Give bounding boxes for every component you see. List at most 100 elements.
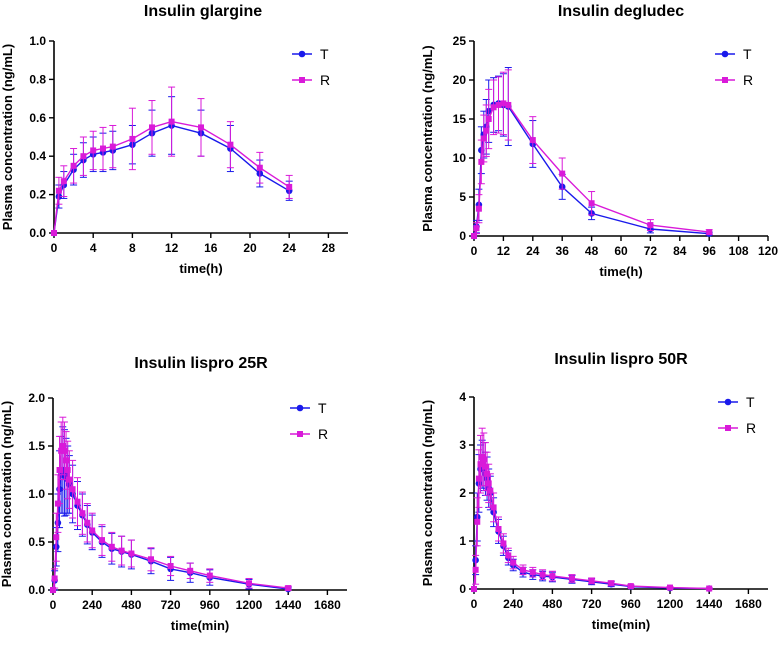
legend-marker-T (298, 50, 306, 58)
legend-label-T: T (318, 400, 327, 416)
data-point-R (505, 552, 512, 559)
x-tick-label: 120 (758, 244, 778, 258)
x-tick-label: 96 (703, 244, 717, 258)
y-tick-label: 4 (459, 390, 466, 404)
data-point-R (706, 229, 713, 236)
data-point-R (61, 447, 68, 454)
series-R (50, 416, 292, 593)
y-tick-label: 5 (459, 190, 466, 204)
data-point-R (50, 587, 56, 593)
x-tick-label: 720 (161, 598, 181, 612)
data-point-R (58, 447, 65, 454)
data-point-R (128, 550, 135, 557)
x-tick-label: 1200 (236, 598, 263, 612)
data-point-R (475, 205, 482, 212)
data-point-R (80, 153, 87, 160)
x-tick-label: 480 (121, 598, 141, 612)
data-point-R (55, 187, 62, 194)
y-tick-label: 0.0 (29, 226, 46, 240)
data-point-R (569, 575, 575, 582)
data-point-R (51, 575, 58, 582)
x-tick-label: 960 (200, 598, 220, 612)
y-tick-label: 1.0 (29, 34, 46, 48)
y-tick-label: 0.6 (29, 111, 46, 125)
x-axis-label: time(min) (171, 618, 230, 633)
data-point-R (60, 178, 67, 185)
x-tick-label: 4 (90, 241, 97, 255)
data-point-R (490, 104, 497, 111)
x-tick-label: 0 (471, 244, 478, 258)
x-tick-label: 28 (322, 241, 336, 255)
y-tick-label: 0 (459, 582, 466, 596)
data-point-R (485, 116, 492, 122)
data-point-R (64, 467, 71, 473)
data-point-R (90, 147, 97, 154)
data-point-R (559, 170, 566, 177)
data-point-R (483, 127, 490, 134)
y-tick-label: 1.5 (28, 439, 45, 453)
data-point-R (520, 566, 526, 573)
data-point-R (286, 183, 293, 190)
y-tick-label: 0.8 (29, 72, 46, 86)
y-tick-label: 0 (459, 229, 466, 243)
data-point-R (471, 586, 477, 592)
data-point-R (475, 475, 482, 482)
data-point-R (480, 456, 487, 463)
data-point-R (256, 164, 263, 171)
legend-label-R: R (320, 72, 330, 88)
data-point-R (69, 486, 76, 493)
data-point-R (53, 534, 60, 541)
data-point-R (149, 124, 155, 131)
y-tick-label: 0.2 (29, 188, 46, 202)
x-tick-label: 720 (582, 597, 602, 611)
chart-title: Insulin glargine (144, 3, 262, 20)
data-point-R (148, 556, 154, 563)
legend-marker-T (721, 50, 729, 58)
series-R (471, 427, 713, 592)
series-line-T (473, 462, 710, 590)
data-point-R (59, 443, 66, 449)
y-tick-label: 1 (459, 534, 466, 548)
chart-panel-2: Insulin degludec 0 5 10 15 20 25 0 12 24 36 48 60 72 8… (420, 3, 778, 279)
data-point-R (56, 467, 63, 473)
data-point-R (539, 571, 546, 578)
data-point-R (529, 137, 536, 144)
x-tick-label: 24 (283, 241, 297, 255)
x-tick-label: 36 (556, 244, 570, 258)
x-tick-label: 240 (82, 598, 102, 612)
chart-title: Insulin lispro 50R (554, 351, 688, 368)
data-point-R (70, 162, 77, 169)
data-point-R (549, 573, 556, 580)
data-point-R (99, 537, 105, 544)
x-tick-label: 72 (644, 244, 658, 258)
legend-marker-R (725, 425, 731, 431)
x-tick-label: 8 (129, 241, 136, 255)
x-axis-label: time(min) (592, 617, 651, 632)
chart-panel-1: Insulin glargine 0.0 0.2 0.4 0.6 0.8 1.0 0 4 8 12 1… (0, 3, 348, 276)
data-point-R (500, 540, 507, 547)
x-tick-label: 1200 (657, 597, 684, 611)
legend-label-R: R (746, 420, 756, 436)
data-point-R (66, 476, 73, 483)
y-axis-label: Plasma concentration (ng/mL) (0, 44, 15, 230)
data-point-R (246, 580, 252, 587)
data-point-R (495, 526, 502, 532)
data-point-R (505, 101, 512, 108)
x-axis-label: time(h) (599, 264, 642, 279)
data-point-R (79, 510, 86, 517)
data-point-R (129, 135, 136, 142)
data-point-R (485, 480, 492, 487)
data-point-R (480, 135, 487, 142)
x-axis-label: time(h) (179, 261, 222, 276)
data-point-R (529, 569, 536, 576)
y-tick-label: 10 (453, 151, 467, 165)
data-point-R (63, 457, 70, 464)
data-point-R (198, 124, 204, 131)
data-point-R (490, 504, 497, 511)
data-point-R (285, 585, 292, 592)
data-point-R (477, 461, 484, 468)
data-point-R (473, 225, 480, 232)
x-tick-label: 0 (50, 598, 57, 612)
legend-marker-R (722, 77, 728, 83)
x-tick-label: 960 (621, 597, 641, 611)
